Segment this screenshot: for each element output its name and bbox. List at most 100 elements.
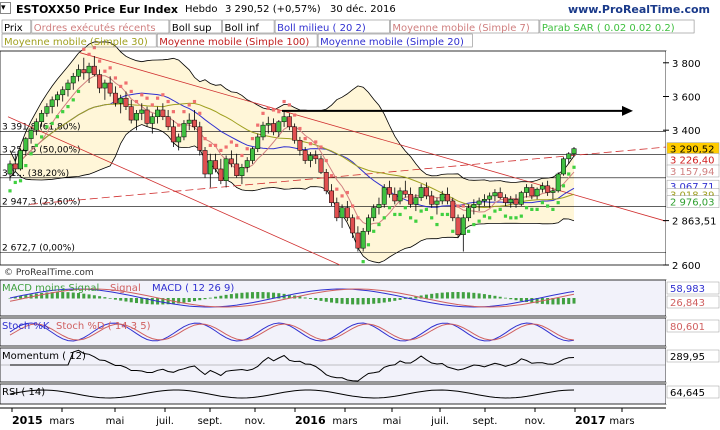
- stoch-k-line: [9, 322, 575, 342]
- price-axis-label: 2 600: [672, 261, 701, 272]
- macd-histogram-bar: [55, 292, 59, 299]
- candle-body: [39, 113, 45, 123]
- sar-dot: [424, 207, 429, 211]
- stoch-legend-label: Stoch %K: [2, 321, 50, 332]
- momentum-axis-label: 289,95: [670, 352, 705, 363]
- macd-histogram-bar: [472, 292, 476, 299]
- macd-histogram-bar: [177, 298, 181, 304]
- sar-dot: [567, 172, 571, 176]
- sar-dot: [224, 145, 228, 149]
- candle-body: [518, 192, 524, 205]
- rsi-legend-label: RSI ( 14): [2, 387, 45, 398]
- macd-histogram-bar: [192, 298, 196, 302]
- sar-dot: [76, 89, 81, 94]
- candle-body: [281, 116, 287, 123]
- candle-body: [7, 163, 13, 175]
- macd-histogram-bar: [61, 292, 65, 299]
- sar-dot: [530, 207, 534, 211]
- sar-dot: [340, 194, 344, 198]
- candle-body: [439, 193, 445, 202]
- sar-dot: [440, 212, 444, 217]
- site-link[interactable]: www.ProRealTime.com: [567, 3, 710, 16]
- candle-body: [102, 82, 108, 89]
- sar-dot: [461, 204, 465, 208]
- price-level-label: 2 976,03: [670, 198, 715, 209]
- macd-histogram-bar: [503, 297, 507, 299]
- indicator-legend-item: Ordres exécutés récents: [34, 22, 156, 34]
- sar-dot: [140, 93, 144, 97]
- indicator-legend-item: Parab SAR ( 0.02 0.02 0.2): [542, 23, 675, 34]
- macd-histogram-bar: [71, 292, 75, 299]
- macd-histogram-bar: [256, 292, 260, 299]
- macd-histogram-bar: [187, 298, 191, 302]
- macd-histogram-bar: [361, 298, 365, 305]
- sar-dot: [293, 113, 297, 117]
- sar-dot: [82, 47, 86, 51]
- sar-dot: [256, 123, 260, 127]
- macd-histogram-bar: [208, 297, 212, 299]
- price-level-label: 3 157,94: [670, 167, 715, 178]
- candle-body: [170, 126, 176, 143]
- candle-body: [144, 109, 150, 124]
- candle-body: [334, 202, 340, 219]
- macd-legend-label: MACD moins Signal: [2, 283, 99, 294]
- chart-symbol: ESTOXX50 Price Eur Index: [16, 3, 179, 16]
- sar-dot: [61, 110, 65, 114]
- macd-histogram-bar: [324, 298, 328, 302]
- indicator-legend-box: [1, 19, 32, 34]
- candle-body: [255, 136, 261, 149]
- candle-body: [207, 160, 213, 175]
- sar-dot: [414, 219, 418, 223]
- candle-body: [192, 119, 197, 128]
- sar-dot: [161, 93, 165, 97]
- sar-dot: [329, 174, 334, 178]
- indicator-legend-item: Boll sup: [172, 23, 212, 34]
- macd-histogram-bar: [440, 292, 444, 299]
- candle-body: [65, 82, 71, 91]
- sar-dot: [514, 216, 518, 220]
- macd-histogram-bar: [40, 292, 44, 299]
- indicator-legend-box: [31, 19, 170, 34]
- macd-axis-label: 58,983: [670, 284, 705, 295]
- macd-axis-box: [666, 281, 720, 295]
- fib-level-label: 3 254,5 (50,00%): [2, 146, 81, 156]
- candle-body: [450, 200, 456, 219]
- candle-body: [76, 69, 81, 77]
- sar-dot: [519, 214, 523, 218]
- indicator-legend-box: [390, 19, 540, 34]
- macd-histogram-bar: [287, 294, 291, 299]
- trend-line-dashed: [29, 146, 667, 205]
- macd-histogram-bar: [525, 298, 529, 303]
- x-axis-label: nov.: [525, 416, 546, 427]
- macd-histogram-bar: [150, 298, 154, 305]
- stoch-legend-label: Stoch %D ( 14 3 5): [56, 321, 151, 332]
- candle-body: [297, 140, 303, 151]
- candle-body: [176, 136, 182, 143]
- candle-body: [81, 69, 87, 74]
- sar-dot: [166, 99, 170, 104]
- macd-histogram-bar: [314, 298, 318, 300]
- indicator-legend-box: [156, 33, 318, 48]
- collapse-icon[interactable]: ▾: [0, 2, 11, 14]
- candle-body: [471, 204, 477, 208]
- candle-body: [186, 119, 192, 124]
- sar-dot: [361, 260, 365, 264]
- sar-dot: [456, 204, 460, 208]
- candle-body: [128, 106, 134, 121]
- sar-dot: [13, 180, 17, 185]
- candle-body: [265, 123, 271, 126]
- candle-body: [28, 129, 34, 139]
- sar-dot: [430, 216, 434, 220]
- indicator-legend-item: Prix: [4, 23, 23, 34]
- candle-body: [566, 153, 572, 160]
- sar-dot: [472, 222, 476, 227]
- candle-body: [497, 192, 503, 198]
- macd-histogram-bar: [129, 298, 133, 303]
- candle-body: [555, 173, 561, 192]
- candle-body: [260, 124, 266, 138]
- macd-histogram-bar: [377, 298, 381, 304]
- candle-body: [271, 123, 277, 133]
- sar-dot: [66, 105, 70, 109]
- candle-body: [234, 163, 240, 176]
- candle-body: [487, 195, 493, 200]
